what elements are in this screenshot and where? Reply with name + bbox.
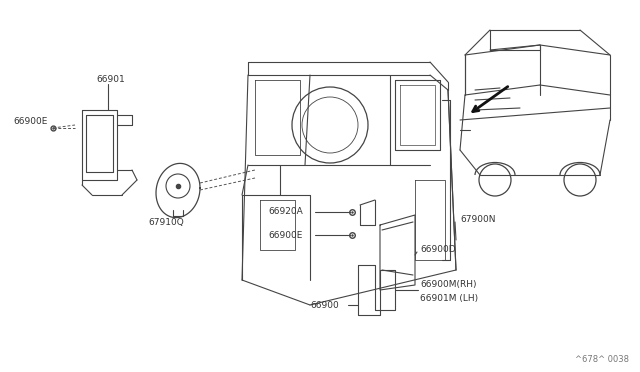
Text: 66900M(RH): 66900M(RH) [420,280,477,289]
Text: 66920A: 66920A [268,208,303,217]
Text: 66900E: 66900E [268,231,302,240]
Text: 66900D: 66900D [420,246,456,254]
Text: 66900: 66900 [310,301,339,310]
Text: ^678^ 0038: ^678^ 0038 [575,356,629,365]
Text: 67900N: 67900N [460,215,495,224]
Text: 66901M (LH): 66901M (LH) [420,294,478,302]
Text: 67910Q: 67910Q [148,218,184,227]
Text: 66901: 66901 [96,76,125,84]
Text: 66900E: 66900E [13,118,47,126]
